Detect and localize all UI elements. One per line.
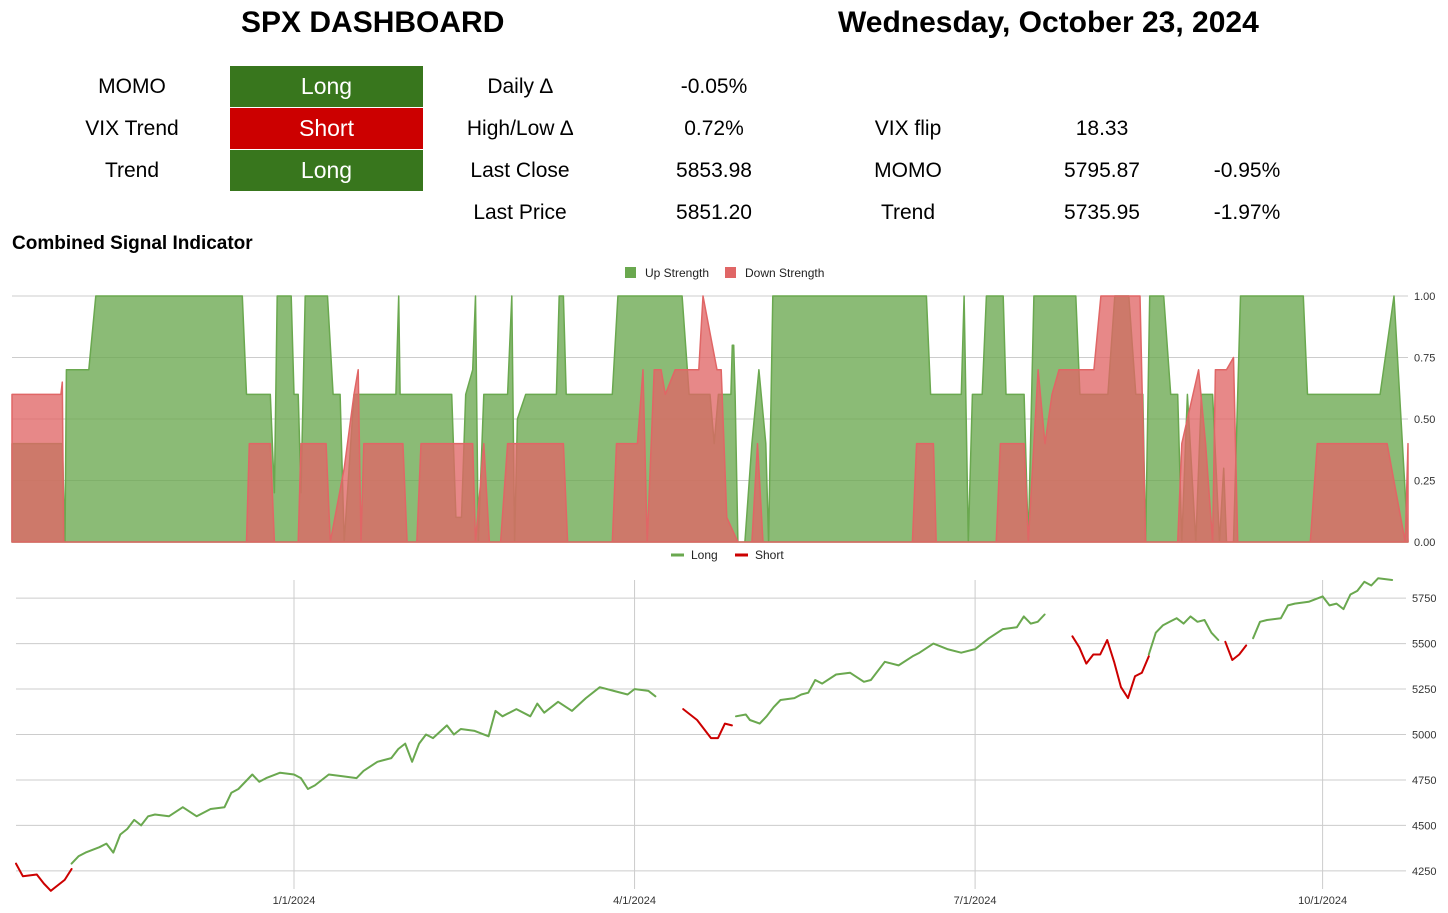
signal-value-momo: Long bbox=[230, 66, 423, 107]
price-y-tick-label: 5750 bbox=[1412, 593, 1436, 605]
legend-label-down-strength: Down Strength bbox=[745, 266, 824, 280]
section-title: Combined Signal Indicator bbox=[12, 233, 253, 254]
legend-label-up-strength: Up Strength bbox=[645, 266, 709, 280]
price-y-tick-label: 5500 bbox=[1412, 639, 1436, 651]
price-line-chart: Long Short 4250 4500 4750 5000 5250 5500 5750 1… bbox=[15, 548, 1436, 907]
short-series-line bbox=[1224, 640, 1248, 661]
level-pct-momo: -0.95% bbox=[1213, 159, 1281, 182]
short-series-line bbox=[15, 862, 73, 892]
level-value-momo: 5795.87 bbox=[1064, 159, 1140, 182]
price-y-tick-label: 5250 bbox=[1412, 684, 1436, 696]
legend-swatch-up-strength bbox=[625, 267, 636, 278]
price-y-tick-label: 5000 bbox=[1412, 730, 1436, 742]
long-series-line bbox=[1252, 577, 1394, 640]
legend-label-long: Long bbox=[691, 548, 718, 562]
price-y-tick-label: 4500 bbox=[1412, 820, 1436, 832]
stat-label-last-close: Last Close bbox=[470, 159, 570, 182]
stat-label-last-price: Last Price bbox=[473, 201, 567, 224]
level-label-trend: Trend bbox=[880, 201, 936, 224]
signal-value-vix-trend: Short bbox=[230, 108, 423, 149]
signal-label-momo: MOMO bbox=[98, 75, 166, 98]
stat-value-high-low-delta: 0.72% bbox=[684, 117, 744, 140]
signal-legend: Up Strength Down Strength bbox=[625, 266, 824, 280]
signal-label-vix-trend: VIX Trend bbox=[85, 117, 179, 140]
long-series-line bbox=[735, 613, 1046, 725]
signal-strength-chart: Up Strength Down Strength 0.00 0.25 0.50 0.… bbox=[11, 266, 1435, 549]
level-value-vix-flip: 18.33 bbox=[1075, 117, 1129, 140]
signal-y-tick-label: 0.50 bbox=[1414, 414, 1435, 426]
stat-label-daily-delta: Daily ∆ bbox=[487, 75, 553, 98]
price-x-tick-label: 10/1/2024 bbox=[1298, 895, 1347, 907]
level-value-trend: 5735.95 bbox=[1064, 201, 1140, 224]
legend-swatch-down-strength bbox=[725, 267, 736, 278]
level-label-momo: MOMO bbox=[874, 159, 942, 182]
signal-value-trend: Long bbox=[230, 150, 423, 191]
stat-value-daily-delta: -0.05% bbox=[680, 75, 748, 98]
signal-y-tick-label: 0.00 bbox=[1414, 537, 1435, 549]
price-legend: Long Short bbox=[671, 548, 784, 562]
stat-value-last-price: 5851.20 bbox=[676, 201, 752, 224]
price-y-tick-label: 4750 bbox=[1412, 775, 1436, 787]
dashboard-title: SPX DASHBOARD bbox=[241, 6, 505, 39]
signal-label-trend: Trend bbox=[104, 159, 160, 182]
price-y-tick-label: 4250 bbox=[1412, 866, 1436, 878]
short-series-line bbox=[1071, 635, 1150, 700]
legend-label-short: Short bbox=[755, 548, 784, 562]
signal-y-tick-label: 1.00 bbox=[1414, 291, 1435, 303]
long-series-line bbox=[1147, 615, 1220, 656]
price-x-tick-label: 7/1/2024 bbox=[954, 895, 997, 907]
long-series-line bbox=[70, 686, 657, 865]
signal-y-tick-label: 0.75 bbox=[1414, 353, 1435, 365]
level-label-vix-flip: VIX flip bbox=[874, 117, 942, 140]
stat-label-high-low-delta: High/Low ∆ bbox=[466, 117, 574, 140]
dashboard-date: Wednesday, October 23, 2024 bbox=[838, 6, 1259, 39]
signal-y-tick-label: 0.25 bbox=[1414, 476, 1435, 488]
price-x-tick-label: 4/1/2024 bbox=[613, 895, 656, 907]
short-series-line bbox=[682, 708, 733, 740]
level-pct-trend: -1.97% bbox=[1213, 201, 1281, 224]
price-x-tick-label: 1/1/2024 bbox=[273, 895, 316, 907]
down-strength-area bbox=[11, 295, 1409, 543]
stat-value-last-close: 5853.98 bbox=[676, 159, 752, 182]
